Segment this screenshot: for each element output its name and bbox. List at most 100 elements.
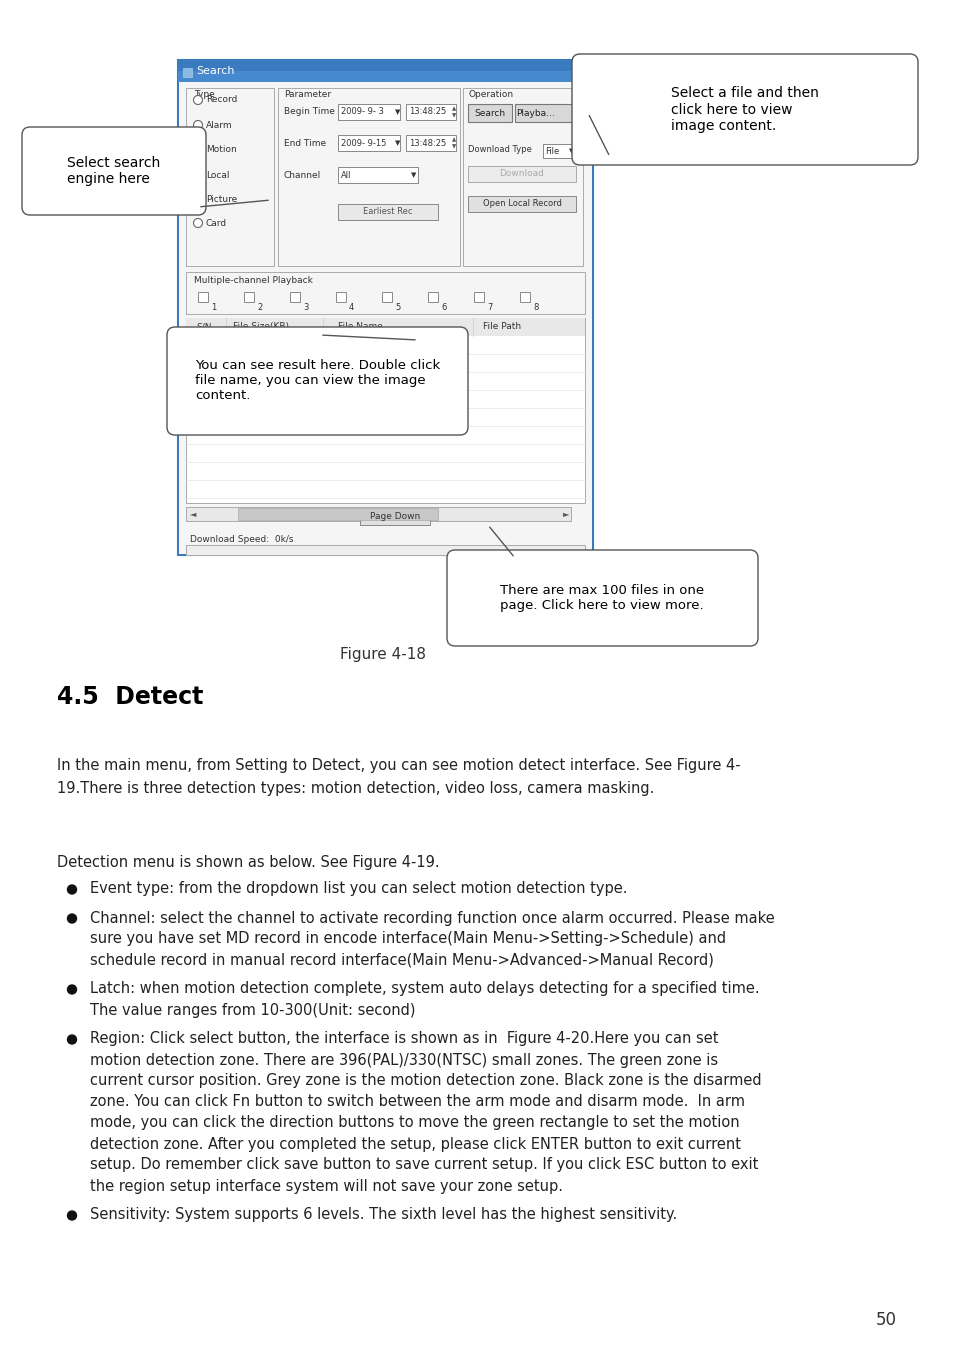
Text: Earliest Rec: Earliest Rec <box>363 208 413 216</box>
FancyBboxPatch shape <box>428 292 437 302</box>
FancyBboxPatch shape <box>186 508 571 521</box>
FancyBboxPatch shape <box>468 104 512 122</box>
Circle shape <box>193 219 202 228</box>
Text: Alarm: Alarm <box>206 120 233 130</box>
Circle shape <box>68 986 76 994</box>
Circle shape <box>68 914 76 923</box>
Text: Download Type: Download Type <box>468 146 532 154</box>
FancyBboxPatch shape <box>359 509 430 525</box>
Text: 4: 4 <box>349 302 354 312</box>
Text: 1: 1 <box>211 302 216 312</box>
Text: Region: Click select button, the interface is shown as in  Figure 4-20.Here you : Region: Click select button, the interfa… <box>90 1031 718 1046</box>
Text: Latch: when motion detection complete, system auto delays detecting for a specif: Latch: when motion detection complete, s… <box>90 981 759 996</box>
Text: Parameter: Parameter <box>284 90 331 99</box>
Text: Multiple-channel Playback: Multiple-channel Playback <box>193 275 313 285</box>
FancyBboxPatch shape <box>335 292 346 302</box>
FancyBboxPatch shape <box>186 319 584 504</box>
Text: File: File <box>544 147 558 155</box>
Circle shape <box>68 1035 76 1044</box>
Text: There are max 100 files in one
page. Click here to view more.: There are max 100 files in one page. Cli… <box>500 585 704 612</box>
Text: ▲: ▲ <box>452 107 456 112</box>
Text: 13:48:25: 13:48:25 <box>409 108 446 116</box>
Text: setup. Do remember click save button to save current setup. If you click ESC but: setup. Do remember click save button to … <box>90 1157 758 1173</box>
Text: File Path: File Path <box>482 323 520 332</box>
FancyBboxPatch shape <box>406 135 456 151</box>
Text: 50: 50 <box>875 1311 896 1328</box>
Text: 8: 8 <box>533 302 537 312</box>
FancyBboxPatch shape <box>337 204 437 220</box>
Text: Channel: Channel <box>284 170 321 180</box>
Text: ►: ► <box>562 509 569 518</box>
FancyBboxPatch shape <box>178 59 593 82</box>
FancyBboxPatch shape <box>237 508 437 520</box>
Text: sure you have set MD record in encode interface(Main Menu->Setting->Schedule) an: sure you have set MD record in encode in… <box>90 931 725 946</box>
Text: Search: Search <box>474 108 505 117</box>
Text: End Time: End Time <box>284 139 326 147</box>
Text: motion detection zone. There are 396(PAL)/330(NTSC) small zones. The green zone : motion detection zone. There are 396(PAL… <box>90 1053 718 1068</box>
Circle shape <box>195 198 200 202</box>
Text: File Name: File Name <box>337 323 382 332</box>
FancyBboxPatch shape <box>186 271 584 315</box>
Text: Download: Download <box>499 170 544 178</box>
FancyBboxPatch shape <box>183 68 192 77</box>
Text: Open Local Record: Open Local Record <box>482 200 561 208</box>
FancyBboxPatch shape <box>22 127 206 215</box>
Text: Sensitivity: System supports 6 levels. The sixth level has the highest sensitivi: Sensitivity: System supports 6 levels. T… <box>90 1207 677 1223</box>
Text: zone. You can click Fn button to switch between the arm mode and disarm mode.  I: zone. You can click Fn button to switch … <box>90 1095 744 1110</box>
FancyBboxPatch shape <box>198 292 208 302</box>
Text: the region setup interface system will not save your zone setup.: the region setup interface system will n… <box>90 1179 562 1193</box>
FancyBboxPatch shape <box>515 104 577 122</box>
FancyBboxPatch shape <box>542 144 577 158</box>
FancyBboxPatch shape <box>468 196 576 212</box>
Text: Figure 4-18: Figure 4-18 <box>339 648 426 663</box>
Text: All: All <box>340 170 351 180</box>
Circle shape <box>193 170 202 180</box>
Text: 5: 5 <box>395 302 400 312</box>
FancyBboxPatch shape <box>468 166 576 182</box>
Text: Card: Card <box>206 219 227 228</box>
Text: Begin Time: Begin Time <box>284 108 335 116</box>
Text: File Size(KB): File Size(KB) <box>233 323 289 332</box>
Text: The value ranges from 10-300(Unit: second): The value ranges from 10-300(Unit: secon… <box>90 1003 416 1018</box>
Text: mode, you can click the direction buttons to move the green rectangle to set the: mode, you can click the direction button… <box>90 1115 739 1130</box>
FancyBboxPatch shape <box>337 167 417 184</box>
FancyBboxPatch shape <box>178 72 593 82</box>
Text: ◄: ◄ <box>190 509 196 518</box>
Text: ▼: ▼ <box>395 109 400 115</box>
Text: Playba...: Playba... <box>517 108 555 117</box>
FancyBboxPatch shape <box>337 104 399 120</box>
FancyBboxPatch shape <box>167 327 468 435</box>
FancyBboxPatch shape <box>186 319 584 336</box>
Text: 2009- 9- 3: 2009- 9- 3 <box>340 108 383 116</box>
Text: 3: 3 <box>303 302 308 312</box>
FancyBboxPatch shape <box>337 135 399 151</box>
FancyBboxPatch shape <box>186 545 584 555</box>
FancyBboxPatch shape <box>447 549 758 647</box>
Text: 2: 2 <box>256 302 262 312</box>
Text: schedule record in manual record interface(Main Menu->Advanced->Manual Record): schedule record in manual record interfa… <box>90 953 713 968</box>
FancyBboxPatch shape <box>186 88 274 266</box>
Text: 6: 6 <box>440 302 446 312</box>
Text: ▼: ▼ <box>452 144 456 150</box>
Circle shape <box>193 120 202 130</box>
Text: ▼: ▼ <box>568 148 574 154</box>
Circle shape <box>193 96 202 104</box>
Text: Select a file and then
click here to view
image content.: Select a file and then click here to vie… <box>670 86 818 132</box>
Text: ▼: ▼ <box>411 171 416 178</box>
FancyBboxPatch shape <box>381 292 392 302</box>
Circle shape <box>193 146 202 154</box>
Text: You can see result here. Double click
file name, you can view the image
content.: You can see result here. Double click fi… <box>194 359 439 402</box>
FancyBboxPatch shape <box>244 292 253 302</box>
Text: ▼: ▼ <box>452 113 456 119</box>
Text: ▲: ▲ <box>452 138 456 143</box>
Text: S/N: S/N <box>195 323 212 332</box>
Circle shape <box>193 196 202 204</box>
Text: Page Down: Page Down <box>370 513 419 521</box>
Polygon shape <box>428 346 448 379</box>
Text: detection zone. After you completed the setup, please click ENTER button to exit: detection zone. After you completed the … <box>90 1137 740 1152</box>
FancyBboxPatch shape <box>462 88 582 266</box>
Text: 4.5  Detect: 4.5 Detect <box>57 684 203 709</box>
Text: Search: Search <box>195 66 234 76</box>
Circle shape <box>68 1211 76 1220</box>
Text: 7: 7 <box>486 302 492 312</box>
